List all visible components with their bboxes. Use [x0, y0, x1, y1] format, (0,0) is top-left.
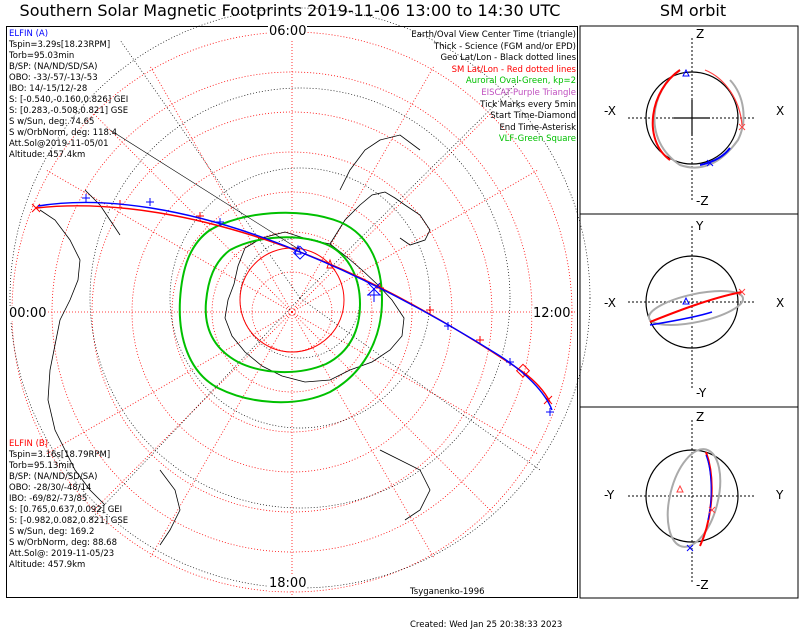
elfin-a-line: Torb=95.03min — [9, 51, 75, 61]
elfin-a-line: B/SP: (NA/ND/SD/SA) — [9, 62, 98, 72]
elfin-a-line: S: [-0.540,-0.160,0.826] GEI — [9, 95, 129, 105]
orbit-panel-yz — [579, 406, 799, 599]
orbit-yz-bottom: -Z — [696, 578, 709, 592]
elfin-a-line: IBO: 14/-15/12/-28 — [9, 84, 88, 94]
page-title: Southern Solar Magnetic Footprints 2019-… — [19, 1, 561, 20]
legend-item: Geo Lat/Lon - Black dotted lines — [440, 53, 576, 64]
orbit-panel-xz — [579, 25, 799, 215]
elfin-b-line: IBO: -69/82/-73/85 — [9, 494, 88, 504]
legend-item: Auroral Oval-Green, kp=2 — [465, 76, 576, 87]
orbit-yz-right: Y — [776, 488, 784, 502]
elfin-b-line: S: [-0.982,0.082,0.821] GSE — [9, 516, 129, 526]
orbit-title: SM orbit — [659, 1, 727, 20]
coastlines — [39, 134, 431, 546]
elfin-a-name: ELFIN (A) — [9, 29, 49, 39]
sm-grid — [8, 28, 576, 596]
orbit-xz-right: X — [776, 104, 785, 118]
elfin-b-line: Att.Sol@: 2019-11-05/23 — [9, 549, 115, 559]
orbit-xz-left: -X — [604, 104, 616, 118]
footprint-map — [8, 7, 799, 599]
orbit-yz-top: Z — [696, 410, 705, 424]
elfin-b-line: Torb=95.13min — [9, 461, 75, 471]
legend-item: Earth/Oval View Center Time (triangle) — [411, 30, 576, 40]
legend-item: Tick Marks every 5min — [480, 99, 576, 110]
legend-item: Thick - Science (FGM and/or EPD) — [433, 41, 576, 52]
elfin-a-lines: Tspin=3.29s[18.23RPM] Torb=95.03min B/SP: … — [9, 40, 128, 161]
hour-label-right: 12:00 — [532, 306, 572, 321]
legend-item: End Time-Asterisk — [499, 122, 576, 133]
elfin-b-lines: Tspin=3.16s[18.79RPM] Torb=95.13min B/SP: … — [9, 450, 128, 571]
view-center-line — [109, 129, 301, 251]
orbit-yz-left: -Y — [604, 488, 615, 502]
elfin-a-line: S w/Sun, deg: 74.65 — [9, 117, 95, 127]
elfin-b-line: S: [0.765,0.637,0.092] GEI — [9, 505, 123, 515]
orbit-xz-top: Z — [696, 27, 705, 41]
elfin-b-line: Altitude: 457.9km — [9, 560, 86, 570]
elfin-a-info: ELFIN (A) Tspin=3.29s[18.23RPM] Torb=95.0… — [9, 29, 128, 161]
hour-label-left: 00:00 — [8, 306, 48, 321]
elfin-a-line: Att.Sol@2019-11-05/01 — [9, 139, 109, 149]
elfin-b-info: ELFIN (B) Tspin=3.16s[18.79RPM] Torb=95.1… — [9, 439, 128, 571]
hour-label-top: 06:00 — [268, 24, 308, 39]
orbit-panel-xy — [579, 213, 799, 408]
elfin-a-line: Altitude: 457.4km — [9, 150, 86, 160]
elfin-b-line: S w/OrbNorm, deg: 88.68 — [9, 538, 118, 548]
orbit-xy-left: -X — [604, 296, 616, 310]
elfin-a-trace — [37, 194, 554, 416]
elfin-b-line: B/SP: (NA/ND/SD/SA) — [9, 472, 98, 482]
legend-item: EISCAT-Purple Triangle — [481, 87, 576, 98]
orbit-xy-bottom: -Y — [696, 386, 707, 400]
legend: Earth/Oval View Center Time (triangle) Th… — [411, 30, 576, 146]
orbit-xz-bottom: -Z — [696, 194, 709, 208]
elfin-a-line: Tspin=3.29s[18.23RPM] — [9, 40, 111, 50]
legend-item: VLF-Green Square — [498, 134, 576, 145]
credit-created: Created: Wed Jan 25 20:38:33 2023 — [410, 620, 563, 630]
elfin-b-line: OBO: -28/30/-48/14 — [9, 483, 92, 493]
elfin-b-line: Tspin=3.16s[18.79RPM] — [9, 450, 111, 460]
legend-item: Start Time-Diamond — [490, 111, 576, 122]
auroral-oval — [178, 211, 384, 404]
credit: Tsyganenko-1996 Created: Wed Jan 25 20:3… — [410, 565, 562, 642]
elfin-a-line: S: [0.283,-0.508,0.821] GSE — [9, 106, 129, 116]
hour-label-bottom: 18:00 — [268, 576, 308, 591]
elfin-a-end-asterisk — [367, 282, 381, 302]
elfin-b-start-diamond — [515, 363, 531, 378]
elfin-b-line: S w/Sun, deg: 169.2 — [9, 527, 95, 537]
elfin-b-name: ELFIN (B) — [9, 439, 49, 449]
elfin-a-line: S w/OrbNorm, deg: 118.4 — [9, 128, 118, 138]
elfin-a-line: OBO: -33/-57/-13/-53 — [9, 73, 98, 83]
orbit-xy-top: Y — [696, 219, 704, 233]
credit-author: Tsyganenko-1996 — [410, 587, 485, 597]
orbit-xy-right: X — [776, 296, 785, 310]
legend-item: SM Lat/Lon - Red dotted lines — [451, 64, 576, 75]
